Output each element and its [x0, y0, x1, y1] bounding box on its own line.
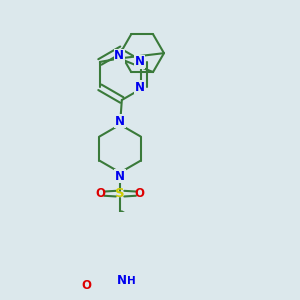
Text: H: H [127, 276, 136, 286]
Text: S: S [115, 187, 125, 200]
Text: N: N [135, 81, 145, 94]
Text: O: O [96, 187, 106, 200]
Text: N: N [114, 49, 124, 62]
Text: N: N [117, 274, 127, 287]
Text: O: O [134, 187, 144, 200]
Text: N: N [115, 115, 125, 128]
Text: N: N [115, 169, 125, 182]
Text: O: O [81, 279, 91, 292]
Text: N: N [135, 56, 145, 68]
